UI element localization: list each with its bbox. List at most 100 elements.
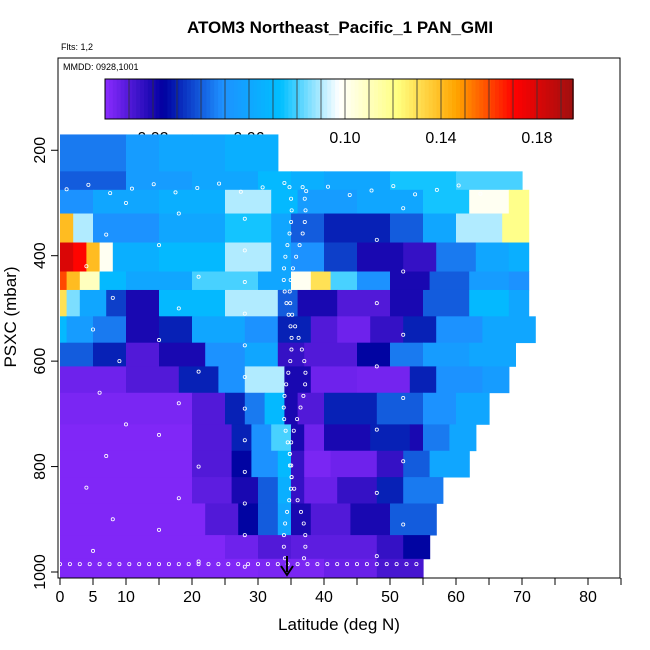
heatmap-cell bbox=[192, 424, 233, 452]
heatmap-cell bbox=[357, 189, 424, 214]
heatmap-cell bbox=[244, 392, 266, 425]
sample-point bbox=[242, 343, 247, 348]
colorbar-swatch bbox=[120, 79, 126, 119]
heatmap-cell bbox=[436, 242, 477, 272]
sample-point bbox=[315, 562, 320, 567]
heatmap-cell bbox=[390, 271, 431, 291]
colorbar-swatch bbox=[385, 79, 391, 119]
heatmap-cell bbox=[324, 535, 378, 560]
colorbar-swatch bbox=[261, 79, 266, 119]
heatmap-cell bbox=[403, 316, 437, 344]
sample-point bbox=[242, 216, 247, 221]
colorbar-swatch bbox=[537, 79, 543, 119]
colorbar-swatch bbox=[272, 79, 278, 119]
colorbar-swatch bbox=[147, 79, 153, 119]
sample-point bbox=[303, 208, 308, 213]
sample-point bbox=[289, 196, 294, 201]
heatmap-cell bbox=[291, 535, 325, 560]
heatmap-cell bbox=[60, 316, 68, 344]
sample-point bbox=[302, 219, 307, 224]
colorbar-tick-label: 0.18 bbox=[521, 130, 552, 147]
heatmap-cells bbox=[60, 134, 536, 578]
heatmap-cell bbox=[403, 450, 431, 478]
colorbar-swatch bbox=[280, 79, 286, 119]
colorbar-swatch bbox=[296, 79, 301, 119]
heatmap-cell bbox=[60, 503, 206, 536]
sample-point bbox=[295, 417, 300, 422]
heatmap-cell bbox=[251, 450, 279, 478]
heatmap-cell bbox=[456, 171, 523, 191]
sample-point bbox=[129, 186, 134, 191]
colorbar-swatch bbox=[424, 79, 430, 119]
heatmap-cell bbox=[291, 424, 305, 452]
sample-point bbox=[325, 562, 330, 567]
heatmap-cell bbox=[99, 271, 127, 291]
heatmap-cell bbox=[297, 189, 358, 214]
heatmap-cell bbox=[423, 424, 450, 452]
y-axis: 200 400 600 800 1000 bbox=[32, 137, 58, 590]
chart-title: ATOM3 Northeast_Pacific_1 PAN_GMI bbox=[187, 18, 493, 37]
colorbar-swatch bbox=[339, 79, 344, 119]
heatmap-cell bbox=[192, 271, 259, 291]
sample-point bbox=[260, 185, 265, 190]
colorbar-swatch bbox=[401, 79, 407, 119]
sample-point bbox=[305, 562, 310, 567]
heatmap-cell bbox=[330, 271, 358, 291]
heatmap-cell bbox=[304, 342, 358, 367]
heatmap-cell bbox=[126, 171, 193, 191]
heatmap-cell bbox=[73, 213, 94, 243]
heatmap-cell bbox=[258, 477, 279, 504]
y-tick-label: 200 bbox=[32, 137, 49, 164]
heatmap-cell bbox=[192, 450, 233, 478]
colorbar-swatch bbox=[105, 79, 110, 119]
colorbar-swatch bbox=[534, 79, 539, 119]
x-tick-label: 50 bbox=[381, 589, 399, 606]
heatmap-cell bbox=[324, 392, 378, 425]
sample-point bbox=[288, 277, 293, 282]
colorbar-swatch bbox=[444, 79, 449, 119]
y-tick-label: 400 bbox=[32, 242, 49, 269]
sample-point bbox=[246, 562, 251, 567]
sample-point bbox=[127, 562, 132, 567]
heatmap-cell bbox=[93, 316, 127, 344]
heatmap-cell bbox=[66, 289, 81, 317]
x-tick-label: 10 bbox=[117, 589, 135, 606]
colorbar-swatch bbox=[292, 79, 297, 119]
heatmap-cell bbox=[310, 271, 332, 291]
heatmap-cell bbox=[291, 171, 325, 191]
colorbar-swatch bbox=[116, 79, 122, 119]
x-tick-label: 0 bbox=[56, 589, 65, 606]
heatmap-cell bbox=[284, 366, 312, 394]
sample-point bbox=[301, 393, 306, 398]
heatmap-cell bbox=[475, 242, 510, 272]
sample-point bbox=[284, 382, 289, 387]
sample-point bbox=[291, 428, 296, 433]
colorbar-swatch bbox=[288, 79, 293, 119]
heatmap-cell bbox=[106, 289, 127, 317]
sample-point bbox=[255, 562, 260, 567]
sample-point bbox=[289, 208, 294, 213]
heatmap-cell bbox=[508, 271, 530, 291]
heatmap-cell bbox=[324, 424, 371, 452]
heatmap-cell bbox=[291, 271, 312, 291]
heatmap-cell bbox=[291, 503, 312, 536]
sample-point bbox=[303, 533, 308, 538]
sample-point bbox=[294, 254, 299, 259]
heatmap-cell bbox=[277, 503, 292, 536]
heatmap-cell bbox=[73, 242, 87, 272]
sample-point bbox=[354, 562, 359, 567]
sample-point bbox=[288, 301, 293, 306]
heatmap-cell bbox=[357, 342, 391, 367]
x-tick-label: 60 bbox=[447, 589, 465, 606]
heatmap-cell bbox=[502, 213, 530, 243]
sample-point bbox=[325, 184, 330, 189]
sample-point bbox=[156, 432, 161, 437]
sample-point bbox=[302, 359, 307, 364]
heatmap-cell bbox=[192, 171, 259, 191]
colorbar-swatch bbox=[233, 79, 239, 119]
sample-point bbox=[287, 463, 292, 468]
colorbar-swatch bbox=[229, 79, 235, 119]
heatmap-cell bbox=[310, 366, 358, 394]
sample-point bbox=[401, 396, 406, 401]
y-axis-label: PSXC (mbar) bbox=[1, 266, 20, 367]
